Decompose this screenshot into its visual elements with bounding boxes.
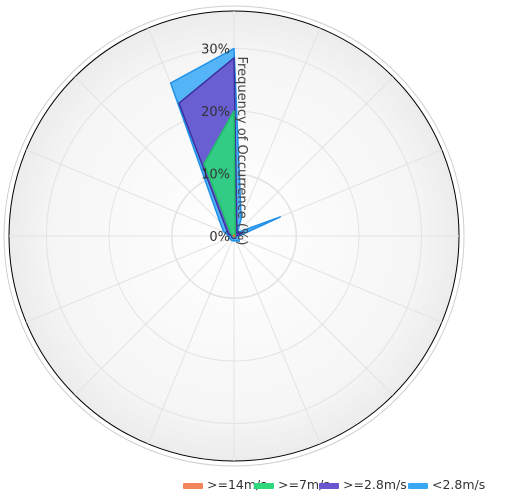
radial-tick-label: 20%: [201, 105, 230, 120]
series-layer: [169, 47, 281, 243]
legend-swatch: [319, 483, 339, 489]
grid-spoke: [233, 235, 321, 445]
grid-spoke: [233, 235, 443, 323]
legend-swatch: [408, 483, 428, 489]
legend-swatch: [183, 483, 203, 489]
legend-item-label: <2.8m/s: [432, 477, 485, 492]
grid-spoke: [233, 76, 394, 237]
grid-spoke: [74, 76, 235, 237]
legend-item-label: >=7m/s: [278, 477, 330, 492]
grid-spoke: [233, 27, 321, 237]
radial-tick-label: 30%: [201, 43, 230, 58]
radial-tick-labels: 0% 10% 20% 30%: [201, 43, 230, 246]
grid-spoke: [74, 235, 235, 396]
grid-spoke: [25, 235, 235, 323]
radial-axis-title: Frequency of Occurrence (%): [234, 57, 249, 246]
legend: >=14m/s >=7m/s >=2.8m/s <2.8m/s: [183, 477, 485, 492]
polar-outer-ring: [3, 5, 465, 467]
series-area-14ms: [232, 234, 236, 238]
grid-spoke: [233, 235, 394, 396]
legend-item-label: >=2.8m/s: [343, 477, 407, 492]
grid-spoke: [25, 149, 235, 237]
grid-spoke: [147, 235, 235, 445]
legend-swatch: [254, 483, 274, 489]
legend-item-label: >=14m/s: [207, 477, 267, 492]
radial-tick-label: 0%: [209, 230, 230, 245]
radial-tick-label: 10%: [201, 168, 230, 183]
